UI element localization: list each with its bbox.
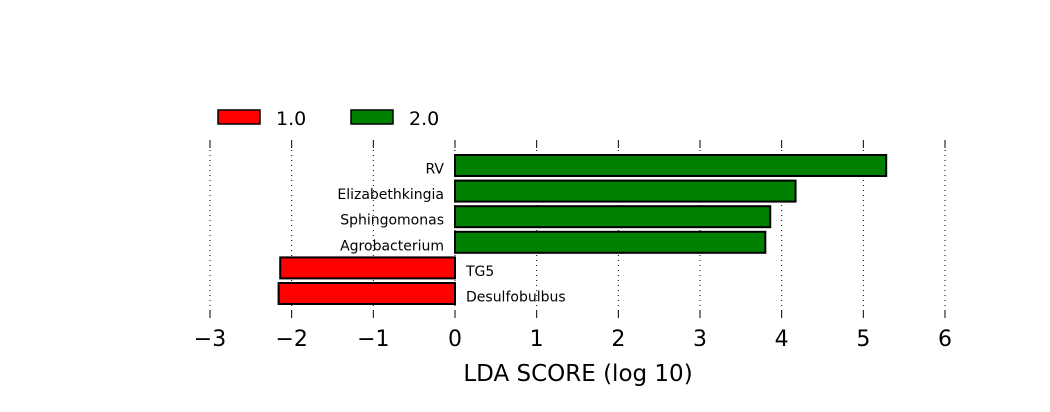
- bar-label-elizabethkingia: Elizabethkingia: [337, 187, 444, 203]
- bar-label-rv: RV: [425, 162, 444, 178]
- x-tick-label: 4: [775, 327, 789, 352]
- bar-agrobacterium: [454, 230, 767, 254]
- x-axis-ticks: −3 −2 −1 0 1 2 3 4 5 6: [194, 140, 952, 352]
- bar-label-tg5: TG5: [465, 264, 494, 280]
- x-tick-label: −2: [275, 327, 307, 352]
- x-axis-label: LDA SCORE (log 10): [463, 361, 692, 387]
- bar-label-agrobacterium: Agrobacterium: [340, 238, 444, 254]
- bars: [277, 154, 888, 305]
- x-tick-label: 2: [611, 327, 625, 352]
- x-tick-label: 1: [530, 327, 544, 352]
- legend-swatch-2.0: [350, 109, 394, 125]
- bar-rv: [454, 154, 888, 177]
- x-tick-label: −1: [357, 327, 389, 352]
- legend-label-2.0: 2.0: [409, 108, 439, 130]
- legend-label-1.0: 1.0: [276, 108, 306, 130]
- bar-sphingomonas: [454, 205, 772, 229]
- grid: [209, 150, 946, 310]
- legend-swatch-1.0: [217, 109, 261, 125]
- x-tick-label: −3: [194, 327, 226, 352]
- bar-elizabethkingia: [454, 179, 797, 203]
- x-tick-label: 5: [856, 327, 870, 352]
- bar-tg5: [279, 256, 456, 280]
- x-tick-label: 0: [448, 327, 462, 352]
- bar-label-desulfobulbus: Desulfobulbus: [466, 290, 566, 306]
- x-tick-label: 3: [693, 327, 707, 352]
- bar-label-sphingomonas: Sphingomonas: [340, 213, 444, 229]
- x-tick-label: 6: [938, 327, 952, 352]
- bar-desulfobulbus: [277, 282, 456, 305]
- legend: 1.0 2.0: [217, 108, 439, 130]
- category-labels: RV Elizabethkingia Sphingomonas Agrobacteri…: [337, 162, 565, 306]
